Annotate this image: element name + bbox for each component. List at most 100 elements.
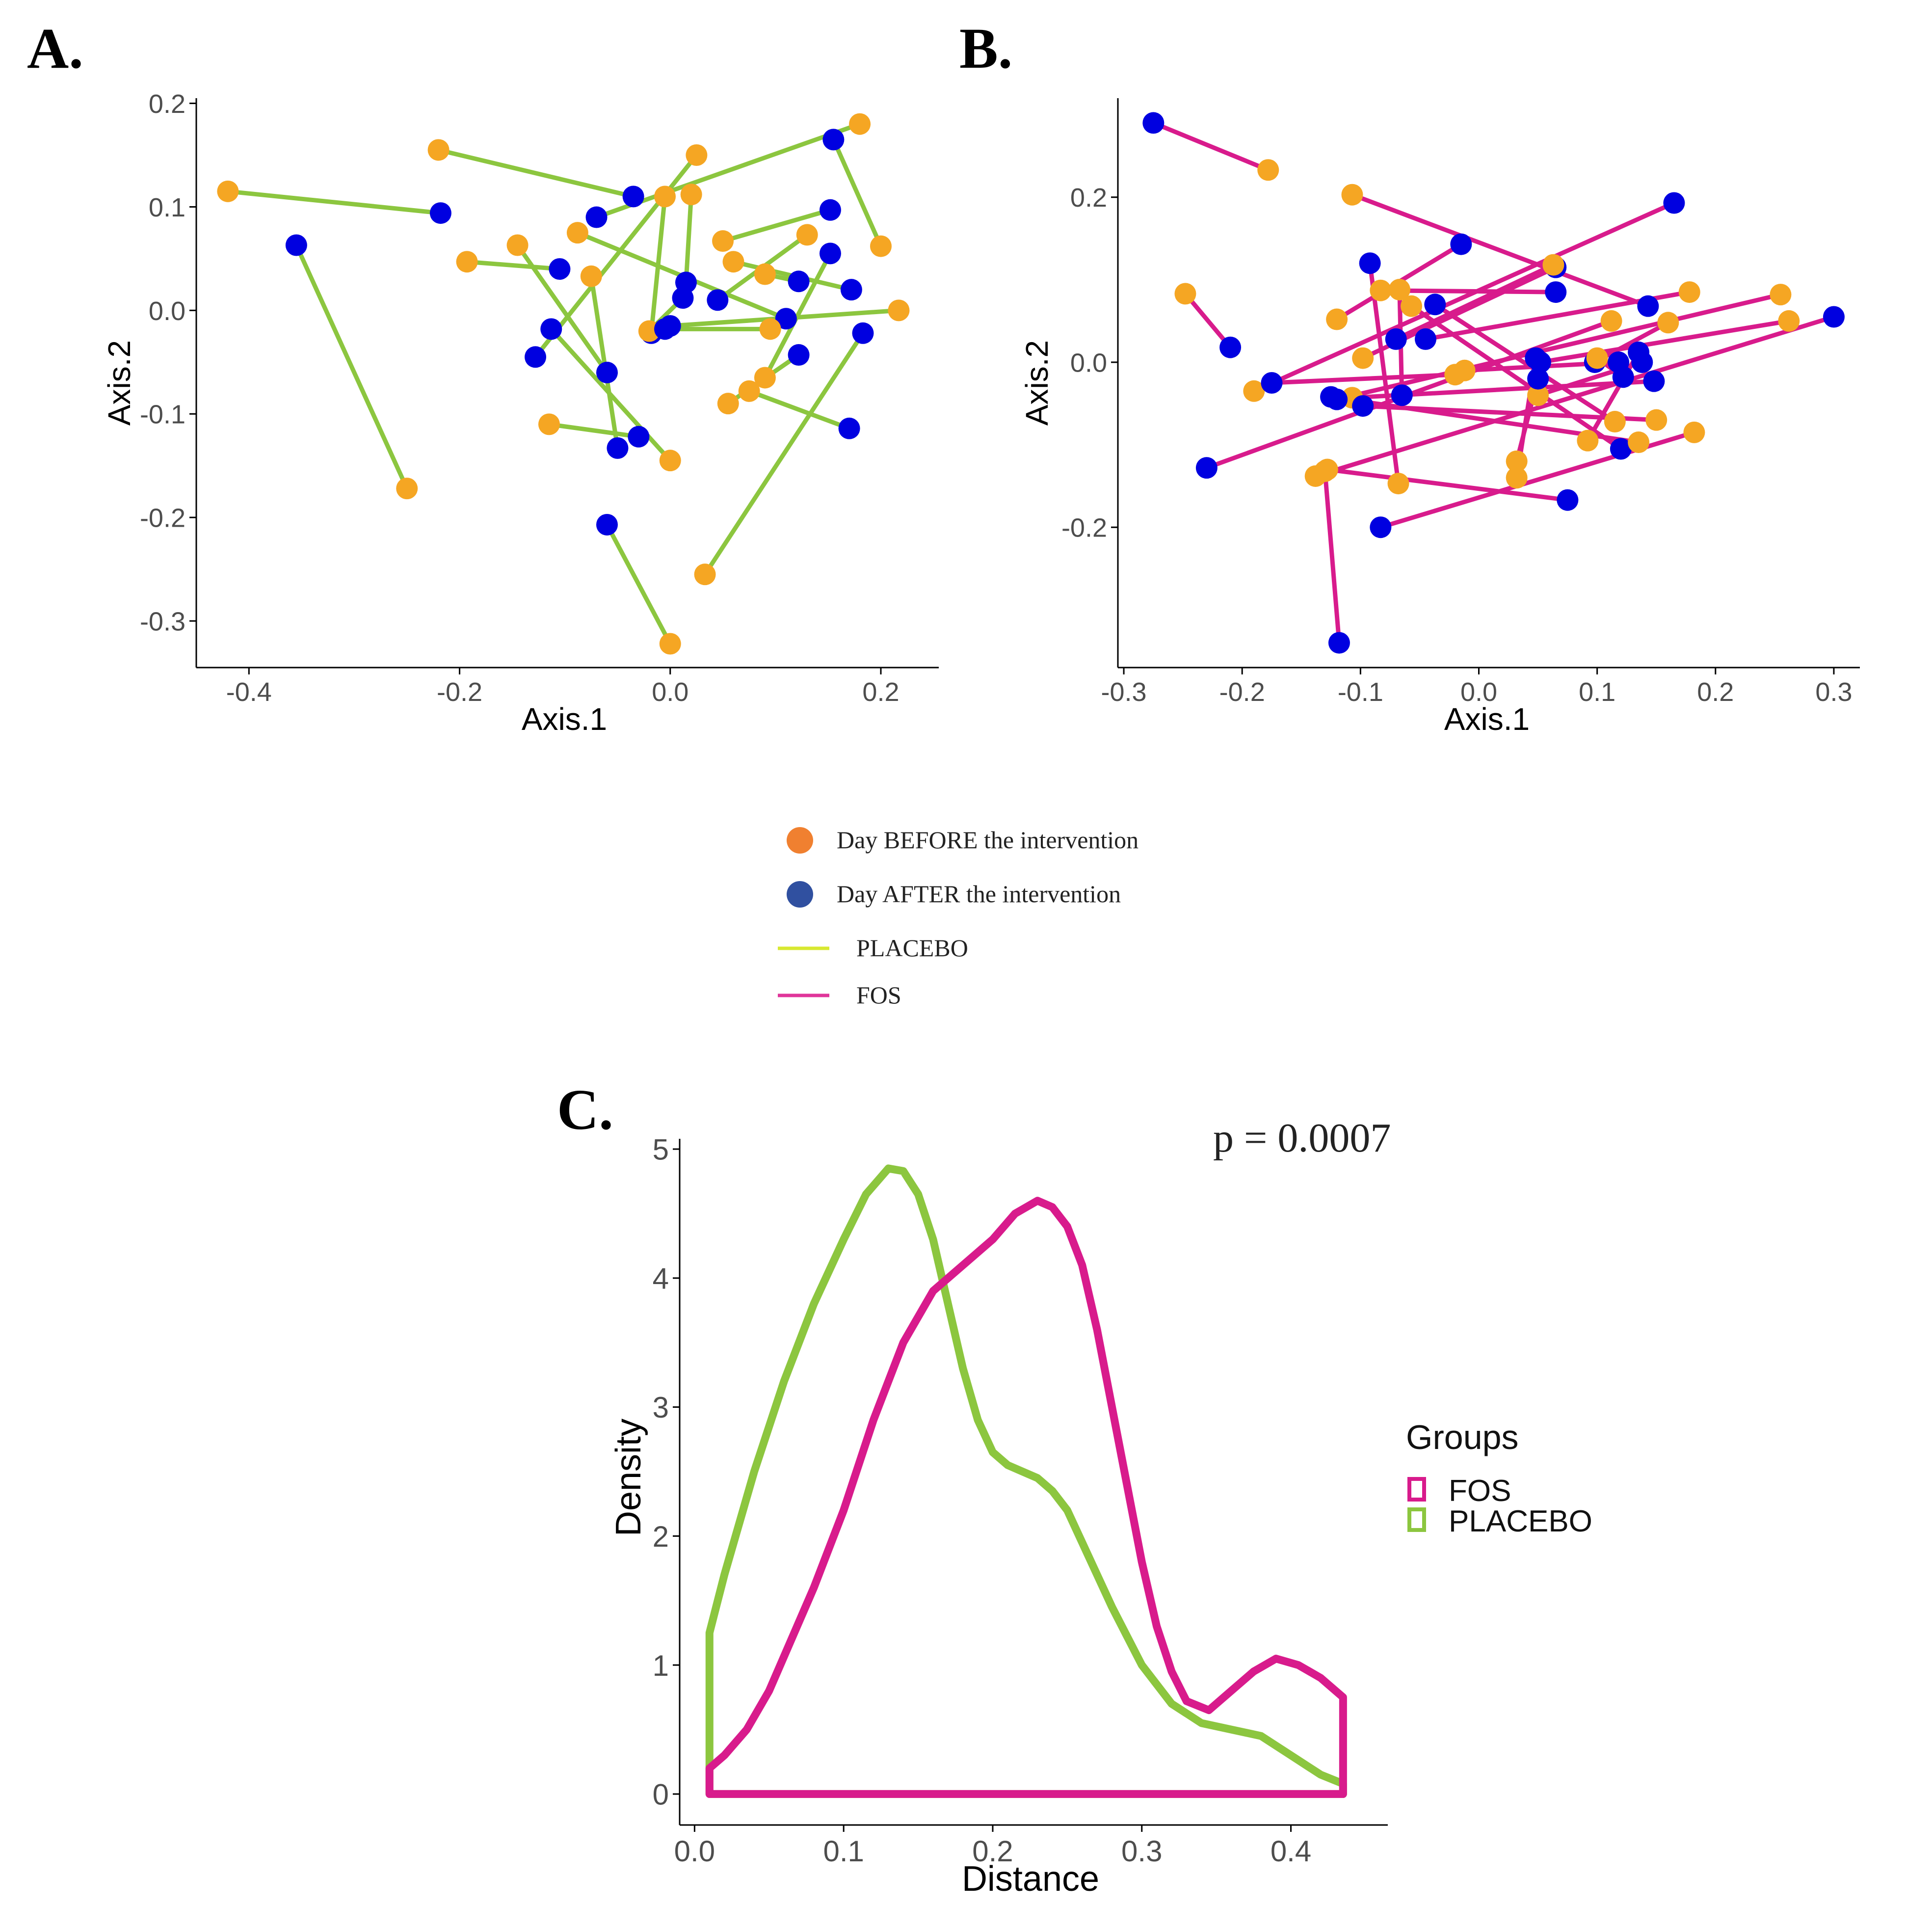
pair-connector-line — [465, 259, 562, 271]
before-point — [1527, 384, 1549, 406]
before-point — [217, 180, 239, 202]
after-point — [429, 202, 451, 224]
after-point — [1643, 370, 1665, 392]
pair-connector-line — [1350, 192, 1650, 309]
x-tick-label: -0.3 — [1101, 677, 1147, 707]
legend-fos-label: FOS — [856, 981, 901, 1009]
x-tick-label: -0.1 — [1338, 677, 1383, 707]
before-point — [659, 450, 681, 472]
panel-a-letter: A. — [27, 16, 83, 80]
x-tick-label: -0.4 — [226, 677, 272, 707]
before-point — [680, 184, 702, 206]
x-tick-label: 0.2 — [972, 1835, 1013, 1868]
after-point — [788, 344, 810, 366]
panel-b-letter: B. — [959, 16, 1012, 80]
before-point — [1577, 429, 1599, 452]
after-point — [707, 289, 729, 311]
pair-connector-line — [649, 194, 667, 336]
x-tick-label: -0.2 — [1219, 677, 1265, 707]
before-point — [396, 478, 418, 500]
after-point — [596, 361, 618, 383]
after-point — [1328, 632, 1350, 654]
pair-connector-line — [549, 326, 673, 463]
x-tick-label: 0.4 — [1271, 1835, 1311, 1868]
after-point — [1195, 457, 1218, 479]
legend-placebo-key-label: PLACEBO — [1449, 1504, 1592, 1538]
panel-a-pair-lines — [225, 122, 901, 646]
pair-connector-line — [1432, 302, 1617, 424]
panel-c-axes: 0.0 0.1 0.2 0.3 0.4 0 1 2 3 4 5 — [653, 1133, 1388, 1868]
pair-connector-line — [1394, 263, 1556, 342]
after-point — [1326, 388, 1348, 410]
panel-b-axes: -0.3 -0.2 -0.1 0.0 0.1 0.2 0.3 0.2 0.0 -0.2 — [1061, 98, 1860, 707]
y-tick-label: 1 — [653, 1649, 669, 1682]
y-tick-label: -0.2 — [1061, 513, 1107, 543]
pair-connector-line — [1151, 120, 1271, 172]
legend-ab: Day BEFORE the intervention Day AFTER th… — [778, 826, 1138, 1009]
pair-connector-line — [547, 422, 641, 439]
after-point — [852, 322, 874, 344]
y-tick-label: 0.1 — [149, 193, 185, 222]
after-point — [672, 287, 694, 309]
after-point — [525, 346, 547, 368]
after-point — [1631, 351, 1653, 373]
before-point — [694, 564, 716, 586]
after-point — [607, 437, 629, 459]
legend-placebo-key — [1407, 1507, 1426, 1532]
x-tick-label: 0.3 — [1121, 1835, 1162, 1868]
pair-connector-line — [703, 331, 865, 577]
before-point — [566, 222, 588, 244]
after-point — [1359, 252, 1381, 274]
after-point — [549, 258, 571, 280]
before-point — [796, 224, 818, 246]
before-point — [1174, 283, 1196, 305]
x-tick-label: 0.0 — [674, 1835, 715, 1868]
before-point — [712, 230, 734, 252]
before-point — [506, 234, 529, 256]
pair-connector-line — [720, 208, 833, 243]
before-point — [1778, 310, 1800, 332]
x-tick-label: 0.0 — [652, 677, 688, 707]
after-point — [596, 513, 618, 536]
before-point — [1683, 421, 1705, 443]
pair-connector-line — [1538, 319, 1791, 365]
y-tick-label: 4 — [653, 1262, 669, 1295]
after-point — [1142, 112, 1165, 134]
before-point — [1388, 279, 1410, 301]
panel-b-points — [1142, 112, 1845, 654]
after-point — [1529, 351, 1551, 373]
after-point — [1424, 294, 1446, 316]
panel-c: C. p = 0.0007 0.0 0.1 0.2 0.3 0.4 0 1 2 3 4 5 Dist… — [557, 1077, 1592, 1899]
legend-groups-title: Groups — [1406, 1418, 1519, 1456]
before-point — [1678, 281, 1700, 303]
before-point — [717, 393, 739, 415]
pair-connector-line — [747, 389, 852, 431]
pair-connector-line — [515, 242, 609, 375]
y-tick-label: 3 — [653, 1391, 669, 1424]
before-point — [1243, 380, 1265, 402]
legend-before-label: Day BEFORE the intervention — [837, 826, 1138, 854]
after-point — [1450, 233, 1472, 255]
before-point — [1628, 431, 1650, 454]
after-point — [838, 417, 860, 439]
x-tick-label: 0.2 — [1697, 677, 1734, 707]
before-point — [659, 633, 681, 655]
after-point — [285, 234, 307, 256]
after-point — [1219, 336, 1242, 358]
pair-connector-line — [436, 147, 636, 199]
y-tick-label: 0.0 — [1070, 348, 1107, 377]
legend-after-marker — [787, 881, 813, 908]
before-point — [1370, 279, 1392, 301]
legend-fos-key-label: FOS — [1449, 1474, 1511, 1508]
pair-connector-line — [1325, 467, 1570, 503]
legend-after-label: Day AFTER the intervention — [837, 880, 1121, 908]
pair-connector-line — [1251, 201, 1676, 394]
after-point — [659, 315, 681, 337]
panel-a-axes: -0.4 -0.2 0.0 0.2 0.2 0.1 0.0 -0.1 -0.2 -0.3 — [140, 89, 939, 707]
y-tick-label: 0.2 — [1070, 183, 1107, 213]
legend-placebo-label: PLACEBO — [856, 934, 968, 962]
pair-connector-line — [831, 137, 883, 249]
after-point — [840, 279, 862, 301]
before-point — [654, 186, 676, 208]
